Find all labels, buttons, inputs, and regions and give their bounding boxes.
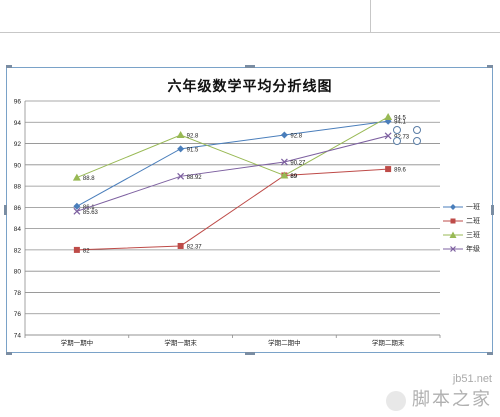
label-selection-handle[interactable] (393, 126, 401, 134)
data-point (177, 145, 185, 153)
y-tick-label: 88 (14, 184, 22, 191)
legend-label: 一班 (466, 204, 480, 211)
data-label: 82.37 (187, 244, 203, 250)
y-tick-label: 78 (14, 290, 22, 297)
series-line (76, 168, 389, 251)
y-tick-label: 76 (14, 311, 22, 318)
series-line (76, 120, 389, 207)
watermark-name: 脚本之家 (412, 389, 492, 409)
data-label: 88.92 (187, 175, 203, 181)
x-tick-label: 学期二期末 (372, 338, 405, 347)
resize-handle-left[interactable] (4, 205, 7, 215)
label-selection-handle[interactable] (413, 137, 421, 145)
data-point (280, 158, 288, 166)
legend-swatch (443, 231, 463, 238)
data-label: 94.1 (394, 120, 406, 126)
resize-handle-top-right[interactable] (487, 65, 493, 68)
legend-swatch (443, 218, 463, 224)
chart-title: 六年级数学平均分折线图 (167, 78, 333, 94)
x-tick-label: 学期一期中 (61, 338, 94, 347)
y-tick-label: 74 (14, 333, 22, 340)
resize-handle-bottom[interactable] (245, 352, 255, 355)
resize-handle-top-left[interactable] (6, 65, 12, 68)
y-tick-label: 80 (14, 269, 22, 276)
document-top-area (0, 0, 500, 52)
x-tick-label: 学期一期末 (164, 338, 197, 347)
legend-label: 三班 (466, 232, 480, 239)
label-selection-handle[interactable] (393, 137, 401, 145)
resize-handle-bottom-left[interactable] (6, 352, 12, 355)
data-point (384, 132, 392, 140)
watermark-site: jb51.net (452, 373, 492, 385)
legend-item: 二班 (443, 214, 480, 228)
x-tick-label: 学期二期中 (268, 338, 301, 347)
y-tick-label: 96 (14, 99, 22, 106)
legend-swatch (443, 246, 463, 252)
data-label: 94.5 (394, 115, 406, 121)
data-label: 89 (290, 174, 297, 180)
data-point (384, 112, 393, 120)
data-point (177, 172, 185, 180)
data-point (280, 131, 288, 139)
data-point (73, 207, 81, 215)
data-label: 92.8 (290, 134, 302, 140)
data-label: 88.8 (83, 176, 95, 182)
data-label: 92.73 (394, 134, 410, 140)
series-line (76, 116, 389, 179)
y-tick-label: 86 (14, 205, 22, 212)
resize-handle-bottom-right[interactable] (487, 352, 493, 355)
series-line (76, 135, 389, 212)
legend-label: 二班 (466, 218, 480, 225)
legend-swatch (443, 204, 463, 210)
data-point (73, 246, 80, 253)
data-point (72, 173, 81, 181)
logo-icon (386, 390, 406, 411)
y-tick-label: 84 (14, 226, 22, 233)
legend-item: 年级 (443, 242, 480, 256)
chart-frame[interactable] (6, 67, 493, 353)
label-selection-handle[interactable] (413, 126, 421, 134)
y-tick-label: 94 (14, 120, 22, 127)
data-point (385, 166, 392, 173)
legend-item: 一班 (443, 200, 480, 214)
data-label: 86.1 (83, 205, 95, 211)
y-tick-label: 82 (14, 247, 22, 254)
data-point (73, 202, 81, 210)
data-label: 90.27 (290, 160, 306, 166)
data-label: 92.8 (187, 134, 199, 140)
watermark: jb51.net 脚本之家 (386, 373, 492, 411)
data-point (177, 242, 184, 249)
legend-item: 三班 (443, 228, 480, 242)
data-label: 89.6 (394, 168, 406, 174)
ruler-divider (370, 0, 371, 32)
chart-legend: 一班 二班 三班 年级 (443, 200, 480, 256)
ruler-line (0, 32, 500, 33)
data-point (280, 171, 289, 179)
resize-handle-right[interactable] (491, 205, 494, 215)
data-point (176, 131, 185, 139)
data-label: 82 (83, 248, 90, 254)
legend-label: 年级 (466, 246, 480, 253)
y-tick-label: 90 (14, 162, 22, 169)
data-label: 85.63 (83, 210, 99, 216)
y-tick-label: 92 (14, 141, 22, 148)
resize-handle-top[interactable] (245, 65, 255, 68)
data-label: 91.5 (187, 147, 199, 153)
data-label: 89 (290, 174, 297, 180)
